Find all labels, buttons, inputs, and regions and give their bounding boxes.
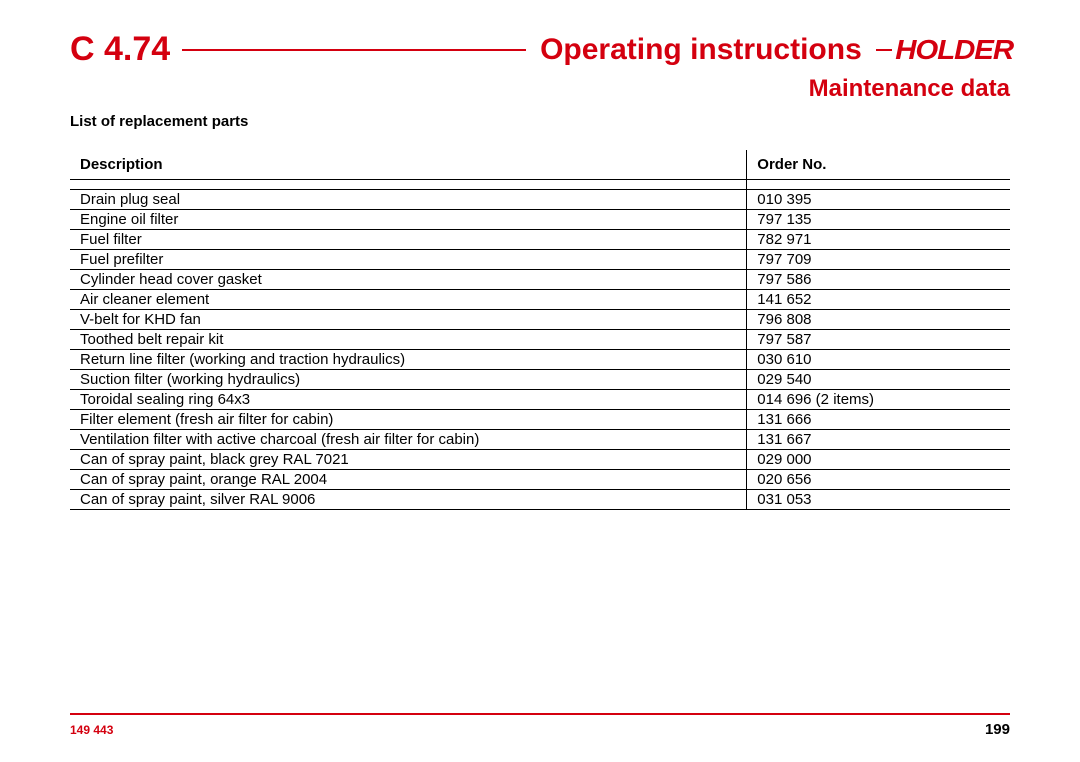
cell-order-no: 029 540 (747, 370, 1010, 390)
cell-description: Can of spray paint, orange RAL 2004 (70, 470, 747, 490)
cell-description: Fuel prefilter (70, 250, 747, 270)
cell-description: Filter element (fresh air filter for cab… (70, 410, 747, 430)
list-heading: List of replacement parts (70, 113, 1010, 130)
table-row: Engine oil filter797 135 (70, 210, 1010, 230)
cell-order-no: 029 000 (747, 450, 1010, 470)
table-row: Fuel filter782 971 (70, 230, 1010, 250)
model-code: C 4.74 (70, 30, 182, 69)
table-row: Filter element (fresh air filter for cab… (70, 410, 1010, 430)
cell-description: V-belt for KHD fan (70, 310, 747, 330)
table-row: Can of spray paint, silver RAL 9006031 0… (70, 490, 1010, 510)
cell-order-no: 014 696 (2 items) (747, 390, 1010, 410)
cell-order-no: 797 135 (747, 210, 1010, 230)
cell-description: Toroidal sealing ring 64x3 (70, 390, 747, 410)
cell-order-no: 031 053 (747, 490, 1010, 510)
table-row: Drain plug seal010 395 (70, 190, 1010, 210)
column-header-description: Description (70, 150, 747, 180)
cell-order-no: 796 808 (747, 310, 1010, 330)
brand-logo: HOLDER (892, 34, 1010, 66)
footer-rule (70, 713, 1010, 715)
cell-description: Drain plug seal (70, 190, 747, 210)
cell-description: Cylinder head cover gasket (70, 270, 747, 290)
cell-order-no: 797 709 (747, 250, 1010, 270)
table-row: Fuel prefilter797 709 (70, 250, 1010, 270)
cell-order-no: 131 666 (747, 410, 1010, 430)
table-header-spacer (70, 180, 1010, 190)
cell-description: Engine oil filter (70, 210, 747, 230)
table-header-row: Description Order No. (70, 150, 1010, 180)
cell-order-no: 797 586 (747, 270, 1010, 290)
column-header-order-no: Order No. (747, 150, 1010, 180)
header-rule-right (876, 49, 892, 51)
cell-order-no: 131 667 (747, 430, 1010, 450)
cell-description: Fuel filter (70, 230, 747, 250)
cell-description: Can of spray paint, silver RAL 9006 (70, 490, 747, 510)
table-body: Drain plug seal010 395Engine oil filter7… (70, 190, 1010, 510)
table-row: Return line filter (working and traction… (70, 350, 1010, 370)
cell-order-no: 782 971 (747, 230, 1010, 250)
cell-description: Toothed belt repair kit (70, 330, 747, 350)
footer-doc-code: 149 443 (70, 723, 113, 737)
cell-order-no: 020 656 (747, 470, 1010, 490)
footer-page-number: 199 (985, 721, 1010, 738)
document-title: Operating instructions (526, 33, 876, 67)
cell-description: Air cleaner element (70, 290, 747, 310)
table-row: V-belt for KHD fan796 808 (70, 310, 1010, 330)
cell-order-no: 030 610 (747, 350, 1010, 370)
cell-description: Can of spray paint, black grey RAL 7021 (70, 450, 747, 470)
header-rule-left (182, 49, 526, 51)
table-row: Can of spray paint, orange RAL 2004020 6… (70, 470, 1010, 490)
replacement-parts-table: Description Order No. Drain plug seal010… (70, 150, 1010, 510)
cell-order-no: 141 652 (747, 290, 1010, 310)
cell-description: Suction filter (working hydraulics) (70, 370, 747, 390)
table-row: Toroidal sealing ring 64x3014 696 (2 ite… (70, 390, 1010, 410)
table-row: Can of spray paint, black grey RAL 70210… (70, 450, 1010, 470)
table-row: Air cleaner element141 652 (70, 290, 1010, 310)
table-row: Toothed belt repair kit797 587 (70, 330, 1010, 350)
table-row: Ventilation filter with active charcoal … (70, 430, 1010, 450)
cell-description: Ventilation filter with active charcoal … (70, 430, 747, 450)
page-header: C 4.74 Operating instructions HOLDER (70, 30, 1010, 69)
section-title: Maintenance data (70, 75, 1010, 103)
page-footer: 149 443 199 (70, 713, 1010, 738)
brand-logo-text: HOLDER (895, 34, 1013, 66)
table-row: Cylinder head cover gasket797 586 (70, 270, 1010, 290)
cell-order-no: 010 395 (747, 190, 1010, 210)
cell-order-no: 797 587 (747, 330, 1010, 350)
cell-description: Return line filter (working and traction… (70, 350, 747, 370)
table-row: Suction filter (working hydraulics)029 5… (70, 370, 1010, 390)
